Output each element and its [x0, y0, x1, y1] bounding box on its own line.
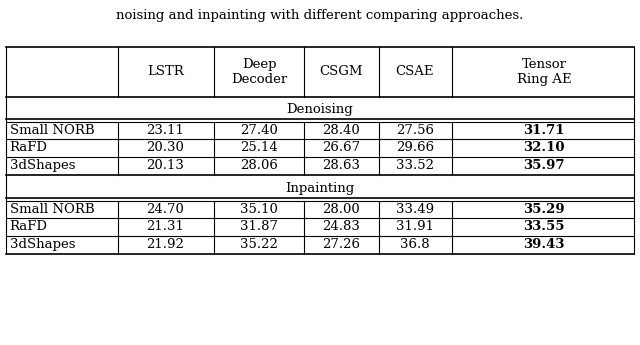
Text: CSAE: CSAE: [396, 65, 434, 78]
Text: Tensor
Ring AE: Tensor Ring AE: [516, 58, 572, 86]
Text: Deep
Decoder: Deep Decoder: [231, 58, 287, 86]
Text: Small NORB: Small NORB: [10, 124, 94, 137]
Text: 26.67: 26.67: [322, 141, 360, 154]
Text: Small NORB: Small NORB: [10, 203, 94, 216]
Text: 31.87: 31.87: [240, 220, 278, 233]
Text: 28.40: 28.40: [323, 124, 360, 137]
Text: 3dShapes: 3dShapes: [10, 159, 75, 172]
Text: 21.31: 21.31: [146, 220, 184, 233]
Text: 21.92: 21.92: [146, 238, 184, 251]
Text: 24.70: 24.70: [146, 203, 184, 216]
Text: 33.49: 33.49: [396, 203, 434, 216]
Text: Inpainting: Inpainting: [285, 181, 355, 195]
Text: 35.10: 35.10: [240, 203, 278, 216]
Text: 35.29: 35.29: [523, 203, 565, 216]
Text: 31.71: 31.71: [524, 124, 564, 137]
Text: 27.56: 27.56: [396, 124, 434, 137]
Text: 33.55: 33.55: [524, 220, 564, 233]
Text: 3dShapes: 3dShapes: [10, 238, 75, 251]
Text: 28.06: 28.06: [240, 159, 278, 172]
Text: 20.13: 20.13: [146, 159, 184, 172]
Text: 27.40: 27.40: [240, 124, 278, 137]
Text: 27.26: 27.26: [322, 238, 360, 251]
Text: 31.91: 31.91: [396, 220, 434, 233]
Text: Denoising: Denoising: [287, 103, 353, 116]
Text: 39.43: 39.43: [524, 238, 564, 251]
Text: 35.97: 35.97: [524, 159, 564, 172]
Text: 36.8: 36.8: [400, 238, 429, 251]
Text: RaFD: RaFD: [10, 141, 47, 154]
Text: noising and inpainting with different comparing approaches.: noising and inpainting with different co…: [116, 9, 524, 22]
Text: CSGM: CSGM: [319, 65, 363, 78]
Text: 32.10: 32.10: [524, 141, 564, 154]
Text: RaFD: RaFD: [10, 220, 47, 233]
Text: 29.66: 29.66: [396, 141, 434, 154]
Text: 28.00: 28.00: [323, 203, 360, 216]
Text: 35.22: 35.22: [240, 238, 278, 251]
Text: LSTR: LSTR: [147, 65, 184, 78]
Text: 28.63: 28.63: [322, 159, 360, 172]
Text: 33.52: 33.52: [396, 159, 434, 172]
Text: 24.83: 24.83: [322, 220, 360, 233]
Text: 20.30: 20.30: [146, 141, 184, 154]
Text: 23.11: 23.11: [146, 124, 184, 137]
Text: 25.14: 25.14: [241, 141, 278, 154]
